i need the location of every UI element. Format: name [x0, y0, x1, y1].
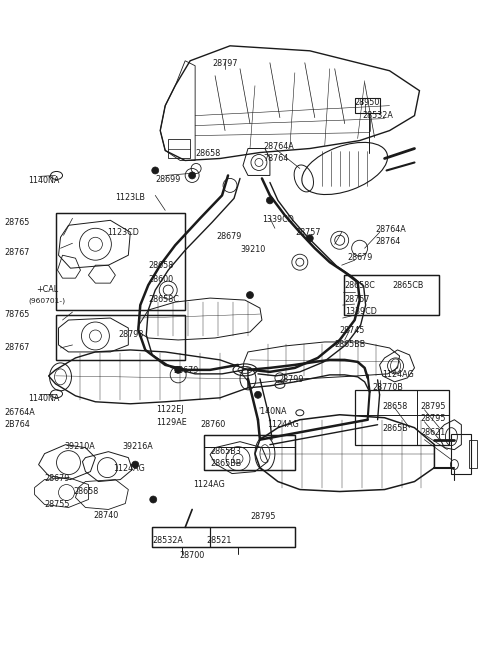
Text: 2865B3: 2865B3 — [210, 447, 241, 456]
Text: 28658: 28658 — [383, 402, 408, 411]
Text: 2B764: 2B764 — [5, 420, 30, 429]
Text: 28658: 28658 — [148, 261, 173, 270]
Text: 28658C: 28658C — [345, 281, 375, 290]
Bar — [56, 315, 185, 360]
Text: 28699: 28699 — [155, 175, 180, 185]
Text: 39216A: 39216A — [122, 442, 153, 451]
Text: 28658C: 28658C — [148, 295, 179, 304]
Text: 39210: 39210 — [240, 245, 265, 254]
Circle shape — [247, 292, 253, 298]
Circle shape — [254, 392, 262, 398]
Bar — [204, 435, 295, 470]
Bar — [344, 275, 439, 315]
Text: 28765: 28765 — [5, 218, 30, 227]
Bar — [204, 435, 295, 470]
Text: '140NA: '140NA — [258, 407, 287, 416]
Text: 28679: 28679 — [45, 474, 70, 483]
Text: 28950: 28950 — [355, 98, 380, 106]
Text: 1124AG: 1124AG — [193, 480, 225, 489]
Bar — [469, 440, 477, 468]
Text: 28797: 28797 — [212, 58, 238, 68]
Text: 28658: 28658 — [73, 487, 99, 495]
Text: 28679: 28679 — [173, 366, 199, 375]
Circle shape — [266, 197, 274, 204]
Text: 1339CD: 1339CD — [262, 215, 294, 224]
Circle shape — [150, 496, 157, 503]
Text: 28532A: 28532A — [152, 536, 183, 545]
Bar — [344, 275, 439, 315]
Text: 28755: 28755 — [45, 499, 70, 509]
Bar — [168, 139, 190, 158]
Text: 28757: 28757 — [296, 228, 321, 237]
Text: 1123CD: 1123CD — [108, 228, 139, 237]
Text: 2865B: 2865B — [383, 424, 408, 433]
Text: 28658: 28658 — [195, 148, 220, 158]
Text: 28621: 28621 — [420, 428, 446, 437]
Bar — [56, 214, 185, 310]
Text: 1129AE: 1129AE — [156, 418, 187, 427]
Text: 1124AG: 1124AG — [383, 370, 414, 379]
Bar — [56, 214, 185, 310]
Bar — [355, 98, 380, 112]
Text: 28799: 28799 — [278, 375, 303, 384]
Circle shape — [132, 461, 139, 468]
Text: 28521: 28521 — [206, 536, 231, 545]
Text: 28764: 28764 — [376, 237, 401, 246]
Text: 28740: 28740 — [94, 511, 119, 520]
Text: 28795: 28795 — [420, 402, 446, 411]
Text: 28679: 28679 — [348, 253, 373, 262]
Text: 39210A: 39210A — [64, 442, 95, 451]
Text: 28532A: 28532A — [363, 110, 394, 120]
Text: 2865CB: 2865CB — [393, 281, 424, 290]
Text: 28757: 28757 — [345, 295, 370, 304]
Text: 2865BB: 2865BB — [210, 459, 241, 468]
Text: 28600: 28600 — [148, 275, 173, 284]
Text: 28760: 28760 — [200, 420, 226, 429]
Text: 78765: 78765 — [5, 310, 30, 319]
Text: +CAL: +CAL — [36, 285, 59, 294]
Bar — [56, 315, 185, 360]
Text: 1140NA: 1140NA — [29, 394, 60, 403]
Text: 28679: 28679 — [216, 233, 241, 241]
Bar — [152, 528, 295, 547]
Text: 1123LB: 1123LB — [115, 193, 145, 202]
Bar — [152, 528, 295, 547]
Text: 28700: 28700 — [179, 551, 204, 560]
Text: 1122EJ: 1122EJ — [156, 405, 184, 414]
Text: 28795: 28795 — [250, 512, 276, 522]
Text: 28767: 28767 — [5, 248, 30, 258]
Text: 28764A: 28764A — [376, 225, 407, 235]
Circle shape — [306, 235, 313, 242]
Circle shape — [189, 172, 196, 179]
Text: 26764A: 26764A — [5, 408, 36, 417]
Bar — [451, 434, 471, 474]
Text: 1124AG: 1124AG — [267, 420, 299, 429]
Text: 1339CD: 1339CD — [345, 307, 377, 316]
Text: 78764: 78764 — [263, 154, 288, 162]
Text: (960701-): (960701-) — [29, 297, 66, 304]
Circle shape — [175, 367, 181, 373]
Text: 28767: 28767 — [5, 343, 30, 352]
Text: 1140NA: 1140NA — [29, 177, 60, 185]
Text: 1124AG: 1124AG — [113, 464, 145, 472]
Text: 2865BB: 2865BB — [335, 340, 366, 349]
Text: 28745: 28745 — [340, 326, 365, 335]
Text: 28770B: 28770B — [372, 383, 404, 392]
Text: 28798: 28798 — [119, 330, 144, 339]
Text: 28795: 28795 — [420, 414, 446, 422]
Bar — [355, 390, 449, 445]
Circle shape — [152, 167, 159, 174]
Text: 28764A: 28764A — [263, 141, 294, 150]
